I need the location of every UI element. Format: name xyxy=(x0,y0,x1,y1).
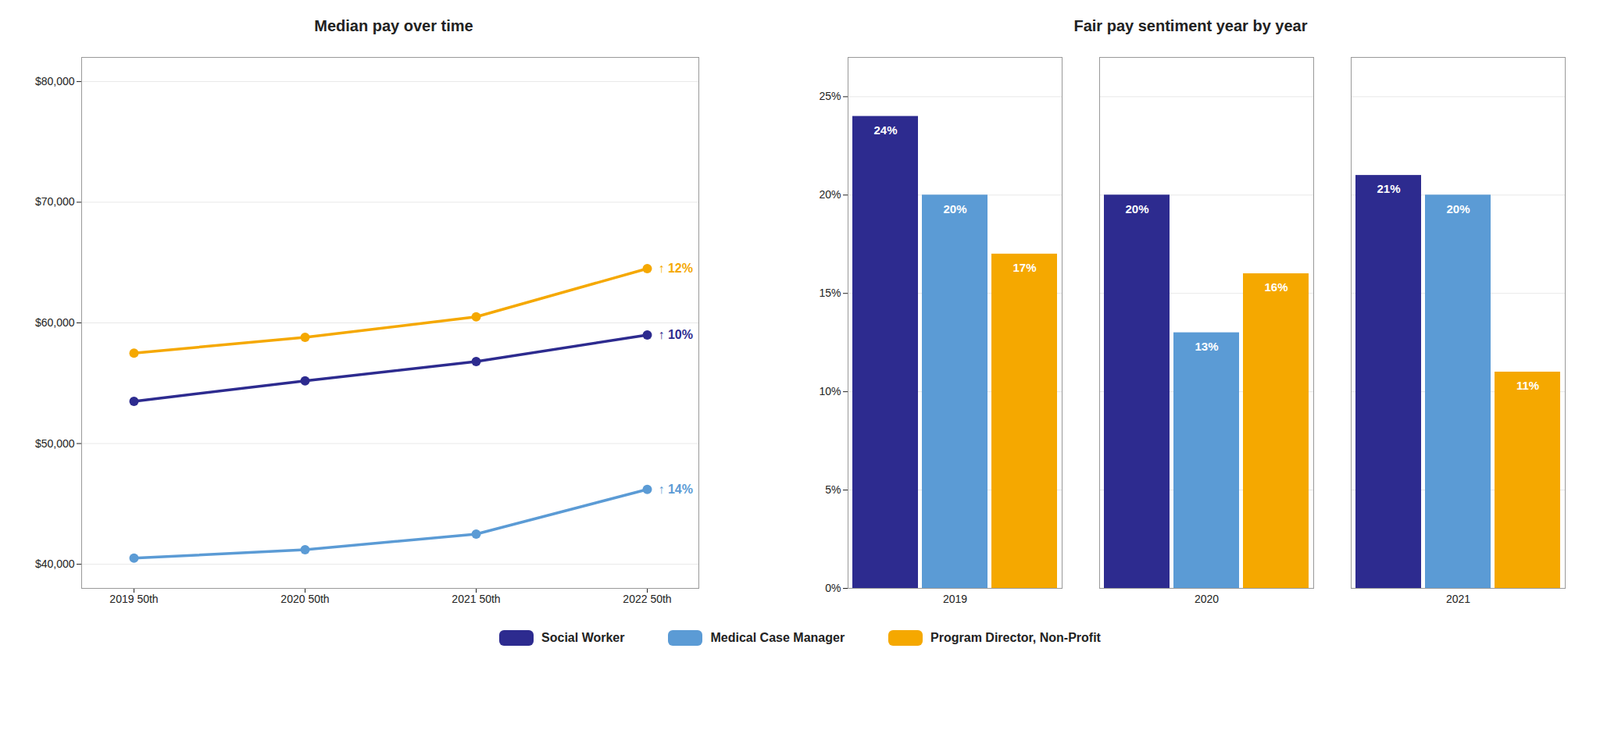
svg-text:16%: 16% xyxy=(1264,280,1288,294)
svg-text:$50,000: $50,000 xyxy=(35,437,75,450)
svg-text:↑ 12%: ↑ 12% xyxy=(658,261,693,275)
svg-text:21%: 21% xyxy=(1376,182,1400,196)
svg-text:11%: 11% xyxy=(1516,378,1540,393)
html-text:Medical Case Manager: Medical Case Manager xyxy=(710,631,845,645)
svg-text:↑ 14%: ↑ 14% xyxy=(658,482,693,497)
svg-text:0%: 0% xyxy=(825,582,841,595)
svg-text:2022 50th: 2022 50th xyxy=(622,592,672,606)
html-text:Fair pay sentiment year by yea: Fair pay sentiment year by year xyxy=(1073,17,1308,35)
svg-text:20%: 20% xyxy=(818,188,841,201)
html-text:Program Director, Non-Profit: Program Director, Non-Profit xyxy=(930,631,1101,645)
svg-text:2019 50th: 2019 50th xyxy=(109,592,158,606)
svg-text:15%: 15% xyxy=(818,286,841,300)
svg-text:2020: 2020 xyxy=(1194,592,1219,606)
svg-text:2021: 2021 xyxy=(1446,592,1471,606)
svg-text:2020 50th: 2020 50th xyxy=(280,592,329,606)
svg-text:20%: 20% xyxy=(1125,202,1149,216)
svg-text:2021 50th: 2021 50th xyxy=(451,592,500,606)
svg-text:13%: 13% xyxy=(1194,339,1218,354)
svg-text:24%: 24% xyxy=(873,123,897,137)
html-text:Median pay over time: Median pay over time xyxy=(314,17,474,35)
svg-text:5%: 5% xyxy=(825,483,841,497)
svg-text:25%: 25% xyxy=(818,89,841,103)
svg-text:17%: 17% xyxy=(1012,260,1036,275)
svg-text:$80,000: $80,000 xyxy=(35,75,75,88)
html-text:Social Worker: Social Worker xyxy=(541,631,625,645)
svg-text:$60,000: $60,000 xyxy=(35,316,75,329)
svg-text:10%: 10% xyxy=(818,385,841,398)
svg-text:$40,000: $40,000 xyxy=(35,557,75,571)
svg-text:2019: 2019 xyxy=(942,592,968,606)
svg-text:20%: 20% xyxy=(1446,202,1470,216)
svg-text:↑ 10%: ↑ 10% xyxy=(658,328,693,342)
svg-text:20%: 20% xyxy=(942,202,967,216)
svg-text:$70,000: $70,000 xyxy=(35,195,75,208)
